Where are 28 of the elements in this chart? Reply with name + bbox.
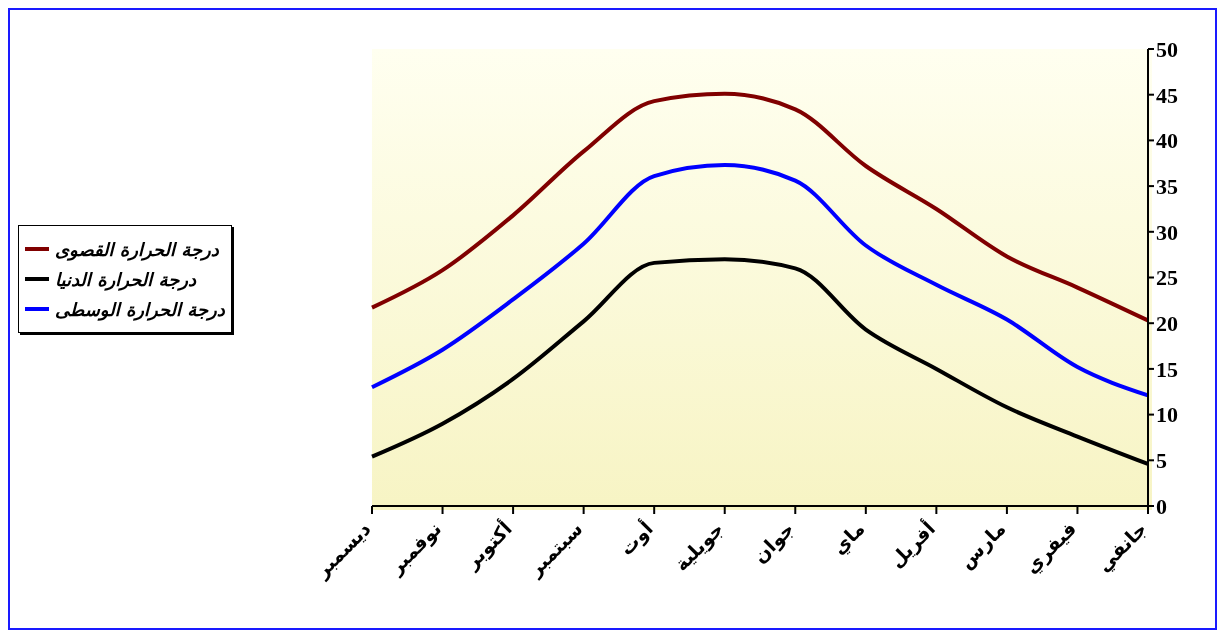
x-tick-label: ديسمبر (310, 517, 376, 583)
y-tick-label: 45 (1156, 82, 1178, 108)
y-tick-label: 35 (1156, 173, 1178, 199)
x-tick-label: مارس (954, 517, 1011, 574)
x-tick-label: سبتمبر (523, 517, 588, 582)
y-tick-label: 30 (1156, 219, 1178, 245)
y-tick-label: 20 (1156, 311, 1178, 337)
y-tick-label: 15 (1156, 356, 1178, 382)
x-tick-label: جانفي (1092, 517, 1152, 577)
y-tick-label: 5 (1156, 448, 1167, 474)
y-tick-label: 25 (1156, 265, 1178, 291)
legend-label: درجة الحرارة الوسطى (55, 298, 225, 320)
y-tick-label: 0 (1156, 493, 1167, 519)
line-series (370, 163, 1150, 398)
legend-label: درجة الحرارة القصوى (55, 238, 219, 260)
y-tick-label: 50 (1156, 36, 1178, 62)
line-series (370, 91, 1150, 323)
x-tick-label: فيفري (1020, 517, 1082, 579)
y-tick-label: 10 (1156, 402, 1178, 428)
legend-label: درجة الحرارة الدنيا (55, 268, 197, 290)
x-tick-label: جويلية (669, 517, 729, 576)
x-tick-label: أفريل (884, 516, 940, 573)
x-tick-label: نوفمبر (383, 517, 447, 580)
x-tick-label: جوان (748, 517, 799, 568)
x-tick-label: أكتوبر (459, 516, 517, 574)
y-tick-label: 40 (1156, 128, 1178, 154)
x-tick-label: ماي (827, 517, 871, 560)
x-tick-label: أوت (614, 516, 658, 560)
